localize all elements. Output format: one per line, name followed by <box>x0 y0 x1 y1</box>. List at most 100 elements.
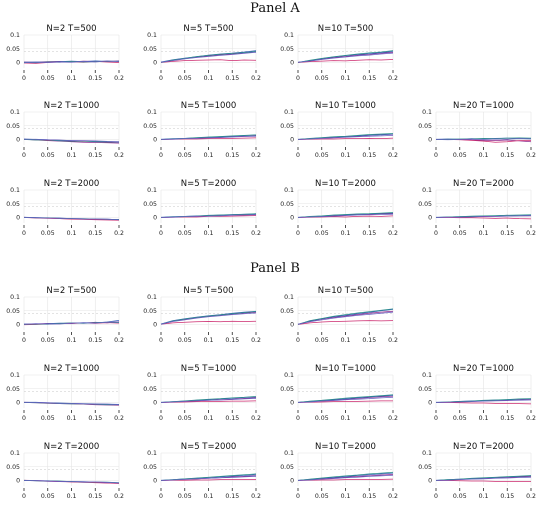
series-line <box>297 59 394 63</box>
facet-chart: N=2 T=500 0.1 0.05 0 0 0.05 0.1 0.15 0.2 <box>6 24 124 82</box>
x-tick-label: 0.15 <box>88 152 102 159</box>
panel-title: Panel A <box>250 1 300 16</box>
y-tick-label: 0.1 <box>147 32 157 39</box>
x-tick-label: 0 <box>22 415 26 422</box>
series-line <box>297 400 393 403</box>
y-tick-label: 0.05 <box>418 464 432 471</box>
x-tick-label: 0.15 <box>362 75 376 82</box>
y-tick-label: 0 <box>153 60 157 67</box>
y-tick-label: 0.05 <box>418 201 432 208</box>
y-tick-label: 0.1 <box>422 372 432 379</box>
series-line <box>435 475 532 481</box>
x-tick-label: 0.1 <box>479 152 489 159</box>
facet-title: N=10 T=500 <box>318 24 374 34</box>
y-tick-label: 0.1 <box>10 32 20 39</box>
x-tick-label: 0 <box>434 415 438 422</box>
y-tick-label: 0 <box>16 322 20 329</box>
y-tick-label: 0.1 <box>284 32 294 39</box>
x-tick-label: 0.2 <box>388 493 398 500</box>
y-tick-label: 0.05 <box>143 123 157 130</box>
series-line <box>160 135 257 140</box>
series-line <box>435 476 532 481</box>
y-tick-label: 0.1 <box>284 450 294 457</box>
x-tick-label: 0.1 <box>479 493 489 500</box>
x-tick-label: 0 <box>296 230 300 237</box>
facet-chart: N=5 T=1000 0.1 0.05 0 0 0.05 0.1 0.15 0.2 <box>143 101 261 159</box>
x-tick-label: 0.1 <box>67 75 77 82</box>
x-tick-label: 0.1 <box>341 75 351 82</box>
facet-title: N=20 T=2000 <box>453 442 514 452</box>
facet-title: N=20 T=1000 <box>453 364 514 374</box>
y-tick-label: 0.05 <box>280 464 294 471</box>
facet-chart: N=20 T=2000 0.1 0.05 0 0 0.05 0.1 0.15 0.2 <box>418 442 536 500</box>
x-tick-label: 0.15 <box>225 493 239 500</box>
facet-title: N=10 T=1000 <box>315 101 376 111</box>
x-tick-label: 0.1 <box>67 152 77 159</box>
y-tick-label: 0 <box>16 400 20 407</box>
y-tick-label: 0.05 <box>6 46 20 53</box>
facet-chart: N=2 T=2000 0.1 0.05 0 0 0.05 0.1 0.15 0.2 <box>6 179 124 237</box>
x-tick-label: 0.15 <box>225 230 239 237</box>
x-tick-label: 0.2 <box>114 75 124 82</box>
x-tick-label: 0.15 <box>225 415 239 422</box>
y-tick-label: 0 <box>290 215 294 222</box>
x-tick-label: 0 <box>296 415 300 422</box>
y-tick-label: 0.1 <box>147 372 157 379</box>
series-line <box>297 320 394 325</box>
y-tick-label: 0 <box>428 400 432 407</box>
x-tick-label: 0.05 <box>41 493 55 500</box>
x-tick-label: 0 <box>22 337 26 344</box>
x-tick-label: 0.2 <box>526 230 536 237</box>
y-tick-label: 0.1 <box>422 109 432 116</box>
y-tick-label: 0.05 <box>143 464 157 471</box>
y-tick-label: 0 <box>16 478 20 485</box>
y-tick-label: 0.05 <box>143 46 157 53</box>
x-tick-label: 0 <box>159 415 163 422</box>
x-tick-label: 0.05 <box>41 337 55 344</box>
facet-title: N=2 T=500 <box>46 24 96 34</box>
x-tick-label: 0.1 <box>341 415 351 422</box>
y-tick-label: 0.1 <box>284 294 294 301</box>
series-line <box>297 394 394 403</box>
series-line <box>160 51 257 63</box>
x-tick-label: 0.1 <box>204 75 214 82</box>
y-tick-label: 0 <box>153 478 157 485</box>
x-tick-label: 0.1 <box>204 337 214 344</box>
y-tick-label: 0.05 <box>280 46 294 53</box>
facet-chart: N=5 T=1000 0.1 0.05 0 0 0.05 0.1 0.15 0.2 <box>143 364 261 422</box>
series-line <box>23 60 120 64</box>
x-tick-label: 0.05 <box>41 75 55 82</box>
series-line <box>436 402 532 405</box>
y-tick-label: 0.05 <box>143 201 157 208</box>
x-tick-label: 0 <box>296 75 300 82</box>
y-tick-label: 0.1 <box>147 294 157 301</box>
facet-chart: N=2 T=1000 0.1 0.05 0 0 0.05 0.1 0.15 0.2 <box>6 101 124 159</box>
facet-chart: N=10 T=1000 0.1 0.05 0 0 0.05 0.1 0.15 0.2 <box>280 101 398 159</box>
x-tick-label: 0.1 <box>341 230 351 237</box>
series-line <box>24 402 120 406</box>
x-tick-label: 0.1 <box>204 152 214 159</box>
series-line <box>436 480 531 482</box>
series-line <box>160 479 257 481</box>
x-tick-label: 0.05 <box>315 493 329 500</box>
x-tick-label: 0.2 <box>526 493 536 500</box>
x-tick-label: 0 <box>22 230 26 237</box>
y-tick-label: 0.1 <box>284 372 294 379</box>
facet-title: N=5 T=500 <box>183 286 233 296</box>
x-tick-label: 0.05 <box>41 152 55 159</box>
y-tick-label: 0 <box>16 137 20 144</box>
facet-chart: N=5 T=500 0.1 0.05 0 0 0.05 0.1 0.15 0.2 <box>143 286 261 344</box>
facet-title: N=10 T=2000 <box>315 442 376 452</box>
x-tick-label: 0.05 <box>453 152 467 159</box>
series-line <box>23 217 120 221</box>
y-tick-label: 0 <box>16 215 20 222</box>
y-tick-label: 0.05 <box>6 386 20 393</box>
x-tick-label: 0.1 <box>479 415 489 422</box>
y-tick-label: 0.05 <box>280 308 294 315</box>
x-tick-label: 0.15 <box>88 337 102 344</box>
x-tick-label: 0.15 <box>225 75 239 82</box>
x-tick-label: 0 <box>296 152 300 159</box>
x-tick-label: 0.2 <box>114 415 124 422</box>
x-tick-label: 0.1 <box>204 230 214 237</box>
x-tick-label: 0.15 <box>88 75 102 82</box>
